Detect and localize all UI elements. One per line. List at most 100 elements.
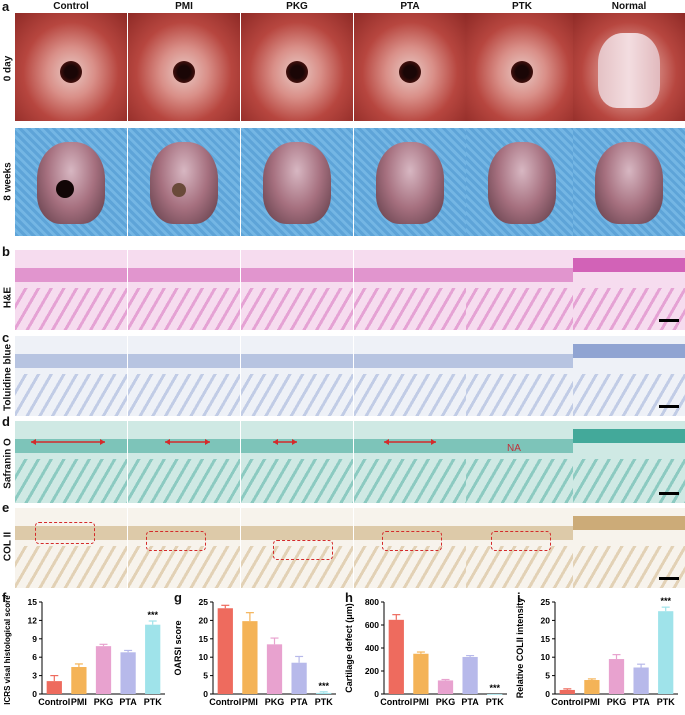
tissue-layer (128, 526, 240, 540)
histology-safranin-pta (354, 421, 466, 503)
tissue-layer (354, 439, 466, 453)
y-axis-label: Cartilage defect (μm) (344, 603, 354, 693)
photo-day0-ptk (466, 13, 578, 121)
knee-joint (488, 142, 556, 224)
tissue-layer (15, 268, 127, 282)
defect-width-arrow (273, 439, 297, 445)
histology-colii-pta (354, 508, 466, 588)
trabecular-bone (354, 546, 466, 588)
column-header-ptk: PTK (512, 1, 532, 12)
tissue-layer (354, 354, 466, 368)
y-tick-label: 15 (199, 634, 209, 644)
tissue-layer (573, 344, 685, 358)
bar-pkg (437, 680, 454, 694)
histology-he-pkg (241, 250, 353, 330)
scale-bar (659, 492, 679, 495)
tissue-layer (241, 268, 353, 282)
histology-colii-ptk (466, 508, 578, 588)
bar-control (46, 681, 62, 694)
panel-letter-e: e (2, 500, 10, 515)
scale-bar (659, 405, 679, 408)
histology-colii-pkg (241, 508, 353, 588)
tissue-layer (466, 268, 578, 282)
bar-pkg (266, 644, 283, 694)
trabecular-bone (128, 459, 240, 503)
x-tick-label: PTA (461, 697, 479, 707)
y-tick-label: 12 (28, 615, 38, 625)
defect-hole (60, 61, 82, 83)
x-tick-label: PMI (413, 697, 429, 707)
tissue-layer (241, 439, 353, 453)
region-of-interest-box (382, 531, 442, 551)
histology-toluidine-normal (573, 336, 685, 416)
x-tick-label: PMI (584, 697, 600, 707)
y-axis-label: Relative COLII intensity (515, 598, 525, 699)
y-tick-label: 6 (32, 652, 37, 662)
photo-week8-ptk (466, 128, 578, 236)
histology-toluidine-ptk (466, 336, 578, 416)
region-of-interest-box (273, 540, 333, 560)
row-label-colii: COL II (2, 531, 14, 562)
row-label-day0: 0 day (2, 55, 14, 82)
chart-cartilage-defect: Cartilage defect (μm) 0 200 400 600 800 Contro… (344, 597, 507, 707)
defect-width-arrow (384, 439, 436, 445)
x-tick-label: PTA (119, 697, 137, 707)
x-tick-label: PKG (265, 697, 285, 707)
defect-hole (56, 180, 74, 198)
photo-day0-pta (354, 13, 466, 121)
y-tick-label: 0 (203, 689, 208, 699)
bar-pkg (95, 646, 112, 694)
bar-control (388, 619, 404, 694)
chart-icrs-score: ICRS visal histological score 0 3 6 9 12 15 Con… (3, 595, 165, 707)
histology-toluidine-pkg (241, 336, 353, 416)
y-tick-label: 20 (541, 615, 551, 625)
y-tick-label: 600 (365, 620, 379, 630)
na-annotation: NA (507, 443, 521, 454)
tissue-layer (15, 354, 127, 368)
trabecular-bone (241, 459, 353, 503)
bar-control (217, 608, 233, 694)
histology-toluidine-control (15, 336, 127, 416)
y-tick-label: 15 (28, 597, 38, 607)
y-tick-label: 200 (365, 666, 379, 676)
histology-he-control (15, 250, 127, 330)
chart-colii-intensity: Relative COLII intensity 0 5 10 15 20 25 Contro… (515, 596, 678, 707)
histology-safranin-pkg (241, 421, 353, 503)
x-tick-label: PMI (71, 697, 87, 707)
y-tick-label: 5 (203, 671, 208, 681)
photo-day0-pmi (128, 13, 240, 121)
trabecular-bone (241, 546, 353, 588)
x-tick-label: Control (380, 697, 412, 707)
column-header-pta: PTA (400, 1, 420, 12)
significance-mark: *** (489, 683, 500, 693)
knee-joint (150, 142, 218, 224)
trabecular-bone (573, 546, 685, 588)
knee-joint (595, 142, 663, 224)
histology-he-pta (354, 250, 466, 330)
y-tick-label: 800 (365, 597, 379, 607)
y-tick-label: 25 (541, 597, 551, 607)
y-tick-label: 10 (541, 652, 551, 662)
row-label-he: H&E (2, 286, 14, 309)
tissue-layer (15, 526, 127, 540)
histology-safranin-control (15, 421, 127, 503)
row-label-week8: 8 weeks (2, 162, 14, 201)
trabecular-bone (15, 374, 127, 416)
row-label-toluidine: Toluidine blue (2, 343, 14, 412)
defect-width-arrow (165, 439, 210, 445)
histology-he-pmi (128, 250, 240, 330)
defect-hole (286, 61, 308, 83)
x-tick-label: Control (38, 697, 70, 707)
bar-pmi (71, 667, 87, 694)
knee-joint (263, 142, 331, 224)
photo-week8-pkg (241, 128, 353, 236)
photo-week8-pta (354, 128, 466, 236)
histology-colii-control (15, 508, 127, 588)
x-tick-label: PKG (436, 697, 456, 707)
trabecular-bone (354, 374, 466, 416)
tissue-layer (573, 429, 685, 443)
defect-hole (511, 61, 533, 83)
trabecular-bone (15, 459, 127, 503)
trabecular-bone (573, 374, 685, 416)
scale-bar (659, 319, 679, 322)
